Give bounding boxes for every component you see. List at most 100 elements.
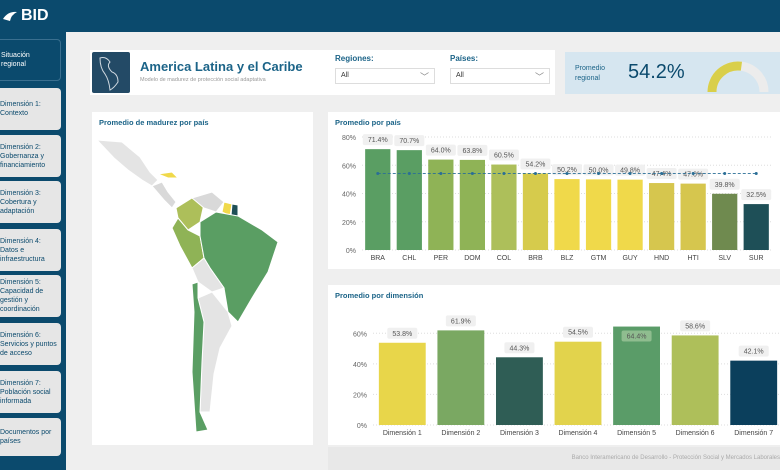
paises-label: Países:	[450, 54, 479, 63]
dimension-chart-title: Promedio por dimensión	[335, 291, 424, 300]
average-marker	[660, 171, 664, 175]
x-tick-label: GTM	[591, 255, 607, 262]
data-label: 53.8%	[392, 331, 412, 338]
data-label-bg	[425, 144, 456, 156]
bar-COL	[491, 164, 517, 250]
x-tick-label: Dimensión 6	[676, 430, 715, 437]
data-label: 49.8%	[620, 168, 640, 175]
sidebar-item-dimension-7[interactable]: Dimensión 7: Población social informada	[0, 371, 61, 413]
sidebar-item-situacion-regional[interactable]: Situación regional	[0, 39, 61, 81]
kpi-gauge	[707, 61, 769, 93]
sidebar-item-label: Documentos por países	[0, 429, 52, 445]
data-label-bg	[552, 164, 582, 176]
gauge-fill	[707, 61, 743, 93]
page-title: America Latina y el Caribe	[140, 59, 303, 74]
x-tick-label: SLV	[718, 255, 731, 262]
data-label-bg	[709, 178, 740, 190]
y-tick-label: 80%	[342, 135, 356, 142]
page-subtitle: Modelo de madurez de protección social a…	[140, 77, 266, 83]
bar-Dimensión 2	[437, 330, 485, 425]
x-tick-label: Dimensión 2	[441, 430, 480, 437]
sidebar-item-label: Dimensión 2: Gobernanza y financiamiento	[0, 143, 46, 169]
y-tick-label: 60%	[353, 331, 367, 338]
paises-value: All	[456, 72, 464, 79]
dimension-bar-chart: 0% 20% 40% 60% 53.8% Dimensión 1 61.9% Dimensió…	[353, 315, 780, 437]
sidebar-item-dimension-2[interactable]: Dimensión 2: Gobernanza y financiamiento	[0, 135, 61, 177]
sidebar-item-dimension-4[interactable]: Dimensión 4: Datos e infraestructura	[0, 229, 61, 271]
data-label-bg	[741, 189, 772, 201]
bar-BRB	[522, 173, 549, 250]
sidebar-item-dimension-1[interactable]: Dimensión 1: Contexto	[0, 88, 61, 130]
bar-HND	[649, 183, 675, 250]
footer: Banco Interamericano de Desarrollo - Pro…	[328, 447, 780, 470]
bar-Dimensión 4	[554, 341, 602, 425]
x-tick-label: Dimensión 1	[383, 430, 422, 437]
data-label: 54.5%	[568, 330, 588, 337]
average-marker	[502, 171, 506, 175]
x-tick-label: DOM	[464, 255, 481, 262]
sidebar-item-dimension-5[interactable]: Dimensión 5: Capacidad de gestión y coor…	[0, 275, 61, 317]
kpi-label: Promedio regional	[575, 65, 605, 82]
x-tick-label: Dimensión 7	[734, 430, 773, 437]
y-tick-label: 60%	[342, 163, 356, 170]
data-label: 54.2%	[526, 161, 546, 168]
sidebar-item-dimension-3[interactable]: Dimensión 3: Cobertura y adaptación	[0, 181, 61, 223]
logo-text: BID	[21, 7, 49, 24]
y-tick-label: 40%	[353, 362, 367, 369]
x-tick-label: BRB	[528, 255, 543, 262]
x-tick-label: SUR	[749, 255, 764, 262]
average-marker	[691, 171, 695, 175]
x-tick-label: CHL	[402, 255, 416, 262]
paises-dropdown[interactable]: All ﹀	[450, 68, 550, 84]
bar-BRA	[365, 149, 391, 250]
regiones-label: Regiones:	[335, 54, 374, 63]
dimension-chart-card: Promedio por dimensión 0% 20% 40% 60% 53.8% D…	[328, 285, 780, 445]
y-tick-label: 0%	[357, 423, 367, 430]
kpi-card: Promedio regional 54.2%	[565, 52, 780, 94]
data-label-bg	[457, 144, 488, 156]
data-label: 47.0%	[683, 172, 703, 179]
data-label: 60.5%	[494, 153, 514, 160]
x-tick-label: PER	[434, 255, 448, 262]
x-tick-label: GUY	[622, 255, 638, 262]
bar-Dimensión 3	[496, 357, 543, 425]
average-marker	[723, 171, 727, 175]
x-tick-label: COL	[497, 255, 512, 262]
bar-GTM	[585, 179, 612, 250]
data-label: 50.0%	[589, 167, 609, 174]
map-country-venezuela	[190, 191, 225, 213]
data-label-bg	[583, 164, 614, 176]
average-marker	[376, 171, 380, 175]
regiones-dropdown[interactable]: All ﹀	[335, 68, 435, 84]
data-label-bg	[394, 135, 425, 147]
average-marker	[628, 171, 632, 175]
sidebar-item-documentos[interactable]: Documentos por países	[0, 418, 61, 456]
sidebar-item-dimension-6[interactable]: Dimensión 6: Servicios y puntos de acces…	[0, 323, 61, 365]
chevron-down-icon: ﹀	[534, 72, 544, 82]
sidebar-item-label: Dimensión 6: Servicios y puntos de acces…	[0, 331, 57, 357]
x-tick-label: HND	[654, 255, 669, 262]
map-card: Promedio de madurez por país	[92, 112, 313, 445]
latam-map[interactable]	[92, 112, 313, 445]
data-label: 71.4%	[368, 137, 388, 144]
x-tick-label: Dimensión 4	[559, 430, 598, 437]
data-label-bg	[680, 320, 711, 332]
bar-Dimensión 5	[613, 326, 660, 425]
sidebar-item-label: Dimensión 3: Cobertura y adaptación	[0, 189, 41, 215]
data-label-bg	[488, 149, 519, 161]
average-marker	[533, 171, 537, 175]
sidebar-item-label: Dimensión 1: Contexto	[0, 101, 41, 117]
bar-GUY	[617, 179, 643, 250]
bar-SLV	[712, 193, 738, 250]
x-tick-label: Dimensión 3	[500, 430, 539, 437]
data-label: 63.8%	[462, 148, 482, 155]
data-label: 44.3%	[509, 345, 529, 352]
sidebar: Situación regional Dimensión 1: Contexto D…	[0, 32, 66, 470]
map-country-chile	[191, 281, 209, 433]
average-marker	[407, 171, 411, 175]
bar-Dimensión 6	[671, 335, 719, 425]
data-label: 64.0%	[431, 148, 451, 155]
bar-Dimensión 1	[378, 342, 426, 425]
bar-SUR	[743, 204, 769, 250]
data-label-bg	[738, 345, 769, 357]
